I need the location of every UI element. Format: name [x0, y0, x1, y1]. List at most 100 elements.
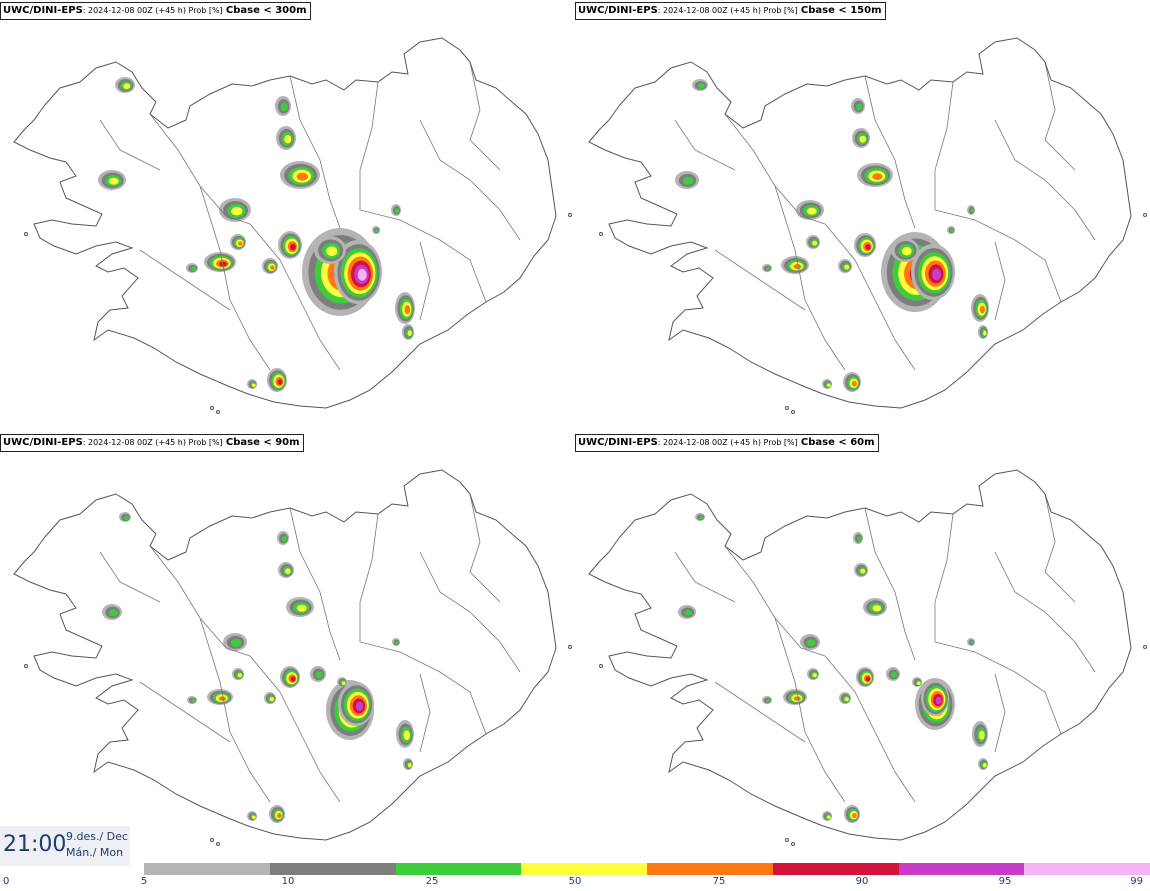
iceland-landmass	[14, 470, 556, 840]
probability-contour	[793, 264, 802, 270]
valid-time-date: 9.des./ Dec	[66, 830, 128, 843]
colorbar-segment	[1024, 863, 1150, 875]
probability-contour	[315, 671, 323, 679]
region-border	[469, 61, 501, 171]
region-border	[359, 81, 379, 210]
probability-contour	[765, 267, 771, 271]
probability-contour	[290, 243, 296, 251]
probability-contour	[123, 83, 131, 89]
probability-contour	[326, 246, 338, 257]
valid-time-box: 21:00 9.des./ Dec Mán./ Mon	[0, 826, 130, 866]
probability-contour	[856, 536, 862, 542]
probability-contour	[296, 604, 307, 612]
probability-contour	[395, 641, 399, 645]
colorbar-tick-label: 75	[712, 876, 726, 887]
region-border	[714, 249, 806, 311]
probability-contour	[123, 515, 129, 521]
region-border	[289, 75, 341, 229]
region-border	[249, 223, 341, 371]
iceland-probability-map	[588, 469, 1147, 846]
probability-contour	[108, 609, 118, 617]
probability-contour	[793, 696, 801, 701]
probability-contour	[698, 516, 704, 520]
probability-contour	[404, 305, 411, 315]
probability-contour	[806, 639, 816, 647]
probability-contour	[277, 379, 283, 385]
colorbar-ticks: 0 5 10 25 50 75 90 95 99	[0, 876, 1150, 890]
region-border	[1044, 493, 1076, 603]
iceland-landmass	[589, 38, 1131, 408]
region-border	[419, 119, 521, 241]
probability-contour	[190, 699, 196, 703]
map-panel-cbase-90: UWC/DINI-EPS: 2024-12-08 00Z (+45 h) Pro…	[0, 432, 575, 864]
region-border	[99, 551, 161, 603]
island	[210, 838, 214, 842]
probability-contour	[812, 673, 817, 678]
valid-time-clock: 21:00	[3, 832, 67, 857]
island	[1143, 645, 1147, 649]
region-border	[824, 223, 916, 371]
probability-contour	[355, 701, 364, 712]
iceland-landmass	[14, 38, 556, 408]
region-border	[419, 551, 521, 673]
colorbar-tick-label: 95	[998, 876, 1012, 887]
region-border	[934, 641, 1062, 735]
probability-contour	[252, 383, 256, 387]
probability-contour	[280, 102, 288, 112]
colorbar-segment	[521, 863, 648, 875]
probability-contour	[979, 305, 985, 314]
colorbar-tick-label: 5	[140, 876, 148, 887]
probability-contour	[865, 676, 871, 682]
probability-contour	[252, 815, 256, 819]
probability-contour	[983, 330, 987, 336]
probability-contour	[270, 265, 275, 270]
probability-contour	[827, 383, 831, 387]
region-border	[99, 119, 161, 171]
colorbar-tick-label: 0	[3, 876, 10, 887]
probability-contour	[284, 135, 292, 144]
probability-contour	[806, 207, 817, 215]
region-border	[674, 551, 736, 603]
island	[785, 838, 789, 842]
probability-contour	[357, 268, 367, 281]
iceland-landmass	[589, 470, 1131, 840]
panel-title: UWC/DINI-EPS: 2024-12-08 00Z (+45 h) Pro…	[575, 434, 879, 452]
probability-contour	[979, 730, 985, 740]
region-border	[249, 655, 341, 803]
probability-contour	[281, 535, 287, 542]
valid-time-weekday: Mán./ Mon	[66, 846, 124, 859]
probability-contour	[403, 730, 410, 741]
iceland-probability-map	[588, 37, 1147, 414]
panel-title: UWC/DINI-EPS: 2024-12-08 00Z (+45 h) Pro…	[0, 434, 304, 452]
probability-contour	[872, 173, 883, 181]
probability-contour	[285, 568, 291, 574]
island	[568, 645, 572, 649]
region-border	[994, 673, 1006, 753]
probability-contour	[231, 207, 243, 216]
colorbar-segment	[647, 863, 774, 875]
region-border	[714, 681, 806, 743]
island	[785, 406, 789, 410]
region-border	[994, 551, 1096, 673]
probability-contour	[342, 681, 346, 685]
colorbar-segment	[144, 863, 271, 875]
map-panel-cbase-300: UWC/DINI-EPS: 2024-12-08 00Z (+45 h) Pro…	[0, 0, 575, 432]
region-border	[774, 185, 846, 371]
coastline	[588, 469, 1132, 841]
region-border	[774, 617, 846, 803]
region-border	[674, 119, 736, 171]
probability-contour	[218, 696, 227, 701]
probability-contour	[859, 135, 866, 143]
region-border	[864, 75, 916, 229]
island	[216, 842, 220, 846]
island	[599, 664, 603, 668]
region-border	[934, 81, 954, 210]
region-border	[994, 241, 1006, 321]
map-panel-cbase-60: UWC/DINI-EPS: 2024-12-08 00Z (+45 h) Pro…	[575, 432, 1150, 864]
probability-contour	[408, 763, 412, 768]
colorbar-tick-label: 99	[1130, 876, 1143, 887]
region-border	[359, 513, 379, 642]
probability-contour	[296, 172, 309, 181]
region-border	[994, 119, 1096, 241]
probability-contour	[237, 673, 242, 678]
